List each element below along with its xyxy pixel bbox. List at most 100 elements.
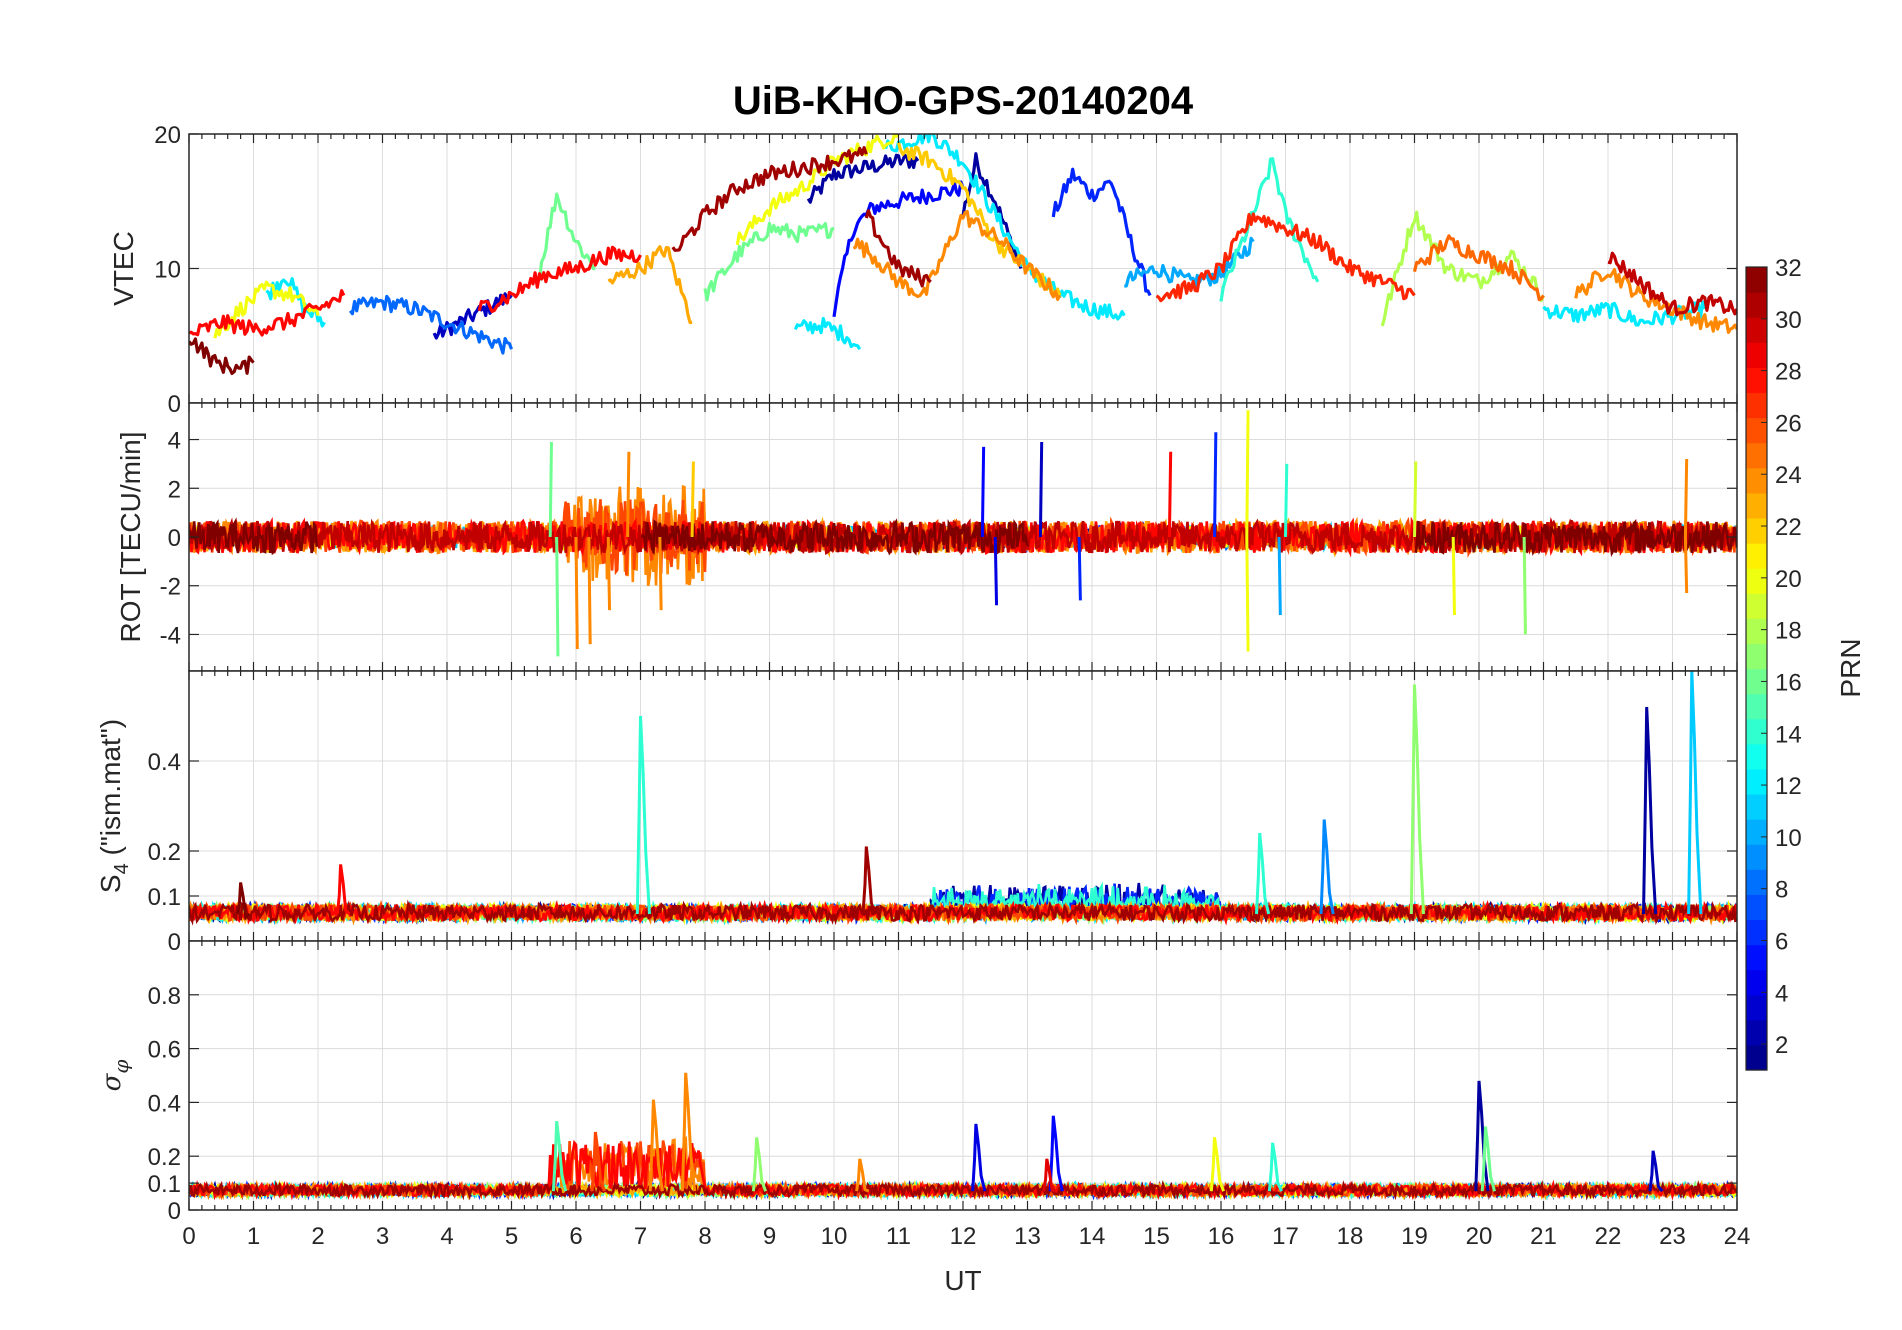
spike-prn-6 [1077, 536, 1082, 601]
series-line-prn-10 [1124, 236, 1255, 289]
data-layer [189, 410, 1737, 657]
colorbar-swatch [1746, 292, 1767, 318]
series-line-prn-16 [703, 221, 835, 302]
y-tick-label: 2 [168, 476, 181, 503]
y-tick-label: 0 [168, 525, 181, 552]
colorbar-tick-label: 12 [1775, 773, 1802, 800]
series-line-prn-30 [1607, 251, 1737, 317]
x-tick-label: 6 [569, 1223, 582, 1250]
colorbar-swatch [1746, 492, 1767, 519]
spike-prn-22 [690, 461, 695, 538]
spike-prn-4 [993, 536, 999, 606]
spike-prn-17 [1409, 684, 1425, 915]
spike-prn-24 [587, 536, 592, 645]
y-tick-label: 0 [168, 1198, 181, 1225]
panel-vtec: 0 10 20 VTEC [108, 122, 1738, 418]
series-line-prn-32 [1414, 519, 1737, 558]
colorbar-tick-label: 16 [1775, 669, 1802, 696]
series-line-prn-27 [1155, 212, 1416, 303]
colorbar-swatch [1746, 1019, 1767, 1046]
series-line-prn-12 [793, 316, 862, 351]
colorbar-swatch [1746, 793, 1767, 820]
spike-prn-24 [648, 1099, 664, 1192]
spike-prn-20 [1451, 536, 1456, 615]
colorbar-swatch [1746, 668, 1767, 695]
colorbar-swatch [1746, 969, 1767, 996]
x-tick-label: 24 [1724, 1223, 1751, 1250]
y-tick-label: -4 [160, 622, 181, 649]
colorbar-tick-label: 32 [1775, 255, 1802, 282]
x-axis-label: UT [944, 1265, 981, 1296]
series-line-prn-24 [852, 209, 1062, 301]
series-line-prn-23 [607, 245, 693, 325]
colorbar-swatch [1746, 618, 1767, 645]
x-tick-label: 5 [505, 1223, 518, 1250]
x-tick-label: 0 [182, 1223, 195, 1250]
spike-prn-29 [1042, 1158, 1057, 1193]
data-layer [189, 671, 1737, 926]
spike-prn-10 [1277, 536, 1282, 615]
spike-prn-2 [1642, 706, 1658, 915]
colorbar-swatch [1746, 693, 1767, 720]
series-line-prn-12 [884, 134, 1126, 321]
x-ticks [188, 671, 1738, 941]
y-tick-label: 0 [168, 391, 181, 418]
y-tick-label: 0.4 [148, 1090, 181, 1117]
spike-prn-15 [551, 1121, 568, 1192]
colorbar-swatch [1746, 367, 1767, 394]
y-tick-label: 0.8 [148, 983, 181, 1010]
colorbar-tick-label: 4 [1775, 980, 1788, 1007]
spike-prn-31 [861, 846, 877, 915]
series-line-prn-32 [640, 518, 1029, 556]
spike-prn-17 [751, 1137, 768, 1192]
colorbar-swatch [1746, 467, 1767, 494]
colorbar-swatch [1746, 1044, 1767, 1071]
spike-prn-24 [626, 451, 631, 538]
series-line-prn-16 [536, 192, 596, 284]
series-line-prn-32 [189, 337, 255, 375]
y-tick-label: 0.2 [148, 1144, 181, 1171]
colorbar-label: PRN [1835, 638, 1866, 697]
x-tick-label: 2 [311, 1223, 324, 1250]
spike-prn-5 [1048, 1115, 1064, 1192]
x-tick-label: 12 [950, 1223, 977, 1250]
colorbar-swatch [1746, 894, 1767, 921]
spike-prn-28 [335, 864, 351, 916]
colorbar-swatch [1746, 919, 1767, 946]
colorbar-swatch [1746, 342, 1767, 368]
chart-title: UiB-KHO-GPS-20140204 [733, 79, 1194, 123]
spike-prn-24 [855, 1158, 870, 1193]
x-tick-label: 16 [1208, 1223, 1235, 1250]
colorbar-swatch [1746, 442, 1767, 469]
colorbar-tick-label: 2 [1775, 1032, 1788, 1059]
colorbar-tick-label: 30 [1775, 307, 1802, 334]
y-tick-label: 0.1 [148, 884, 181, 911]
spike-prn-26 [590, 1131, 606, 1192]
grid [188, 941, 1738, 1211]
colorbar-swatch [1746, 994, 1767, 1021]
colorbar-tick-label: 28 [1775, 359, 1802, 386]
spike-prn-4 [971, 1123, 987, 1192]
x-tick-label: 7 [634, 1223, 647, 1250]
y-tick-label: 0.1 [148, 1171, 181, 1198]
spike-prn-14 [1267, 1142, 1283, 1192]
y-tick-label: 0.4 [148, 749, 181, 776]
data-layer [189, 134, 1737, 375]
colorbar-swatch [1746, 568, 1767, 594]
colorbar-swatch [1746, 768, 1767, 795]
colorbar-swatch [1746, 844, 1767, 870]
colorbar-swatch [1746, 517, 1767, 544]
spike-prn-20 [1245, 410, 1250, 538]
spike-prn-3 [1648, 1150, 1664, 1193]
spike-prn-5 [980, 446, 986, 538]
colorbar-swatch [1746, 317, 1767, 343]
series-line-prn-28 [189, 289, 346, 337]
y-axis-label: ROT [TECU/min] [115, 431, 146, 642]
spike-prn-24 [1683, 536, 1689, 594]
y-tick-label: -2 [160, 574, 181, 601]
x-tick-label: 4 [440, 1223, 453, 1250]
series-line-prn-6 [1051, 167, 1152, 297]
x-tick-label: 18 [1337, 1223, 1364, 1250]
spike-prn-14 [1255, 832, 1271, 915]
